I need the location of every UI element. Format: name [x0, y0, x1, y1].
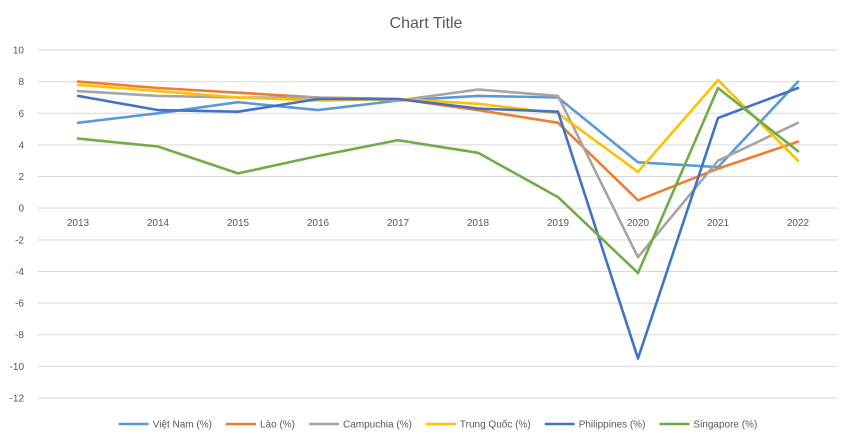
series-line-2	[76, 88, 800, 259]
series-line-5	[76, 86, 800, 275]
x-axis-tick-labels: 2013 2014 2015 2016 2017 2018 2019 2020 2021 2022	[67, 218, 810, 229]
y-tick-label: -10	[10, 362, 25, 373]
legend-label: Lào (%)	[260, 420, 295, 431]
y-tick-label: 8	[18, 77, 24, 88]
x-tick-label: 2020	[627, 218, 650, 229]
x-tick-label: 2022	[787, 218, 810, 229]
legend-item: Lào (%)	[226, 420, 295, 431]
x-tick-label: 2015	[227, 218, 250, 229]
legend-item: Singapore (%)	[659, 420, 757, 431]
chart-title: Chart Title	[390, 15, 463, 32]
legend-label: Singapore (%)	[693, 420, 757, 431]
y-tick-label: -6	[15, 299, 24, 310]
x-tick-label: 2013	[67, 218, 90, 229]
y-tick-label: -8	[15, 330, 24, 341]
y-tick-label: -12	[10, 394, 25, 405]
y-tick-label: -2	[15, 235, 24, 246]
x-tick-label: 2018	[467, 218, 490, 229]
legend-label: Campuchia (%)	[343, 420, 412, 431]
legend-item: Việt Nam (%)	[118, 420, 212, 431]
y-tick-label: -4	[15, 267, 24, 278]
y-tick-label: 2	[18, 172, 24, 183]
series-line-4	[76, 86, 800, 360]
series-line-0	[76, 80, 800, 169]
legend-item: Campuchia (%)	[309, 420, 412, 431]
legend-item: Trung Quốc (%)	[425, 419, 531, 431]
legend-label: Philippines (%)	[579, 420, 646, 431]
y-tick-label: 4	[18, 140, 24, 151]
legend-item: Philippines (%)	[544, 420, 646, 431]
legend-label: Trung Quốc (%)	[460, 419, 531, 431]
legend: Việt Nam (%) Lào (%) Campuchia (%) Trung Qu…	[118, 419, 757, 431]
x-tick-label: 2014	[147, 218, 170, 229]
gridlines	[38, 49, 838, 399]
series-line-3	[76, 78, 800, 174]
y-axis-tick-labels: 10 8 6 4 2 0 -2 -4 -6 -8 -10 -12	[10, 46, 25, 405]
y-tick-label: 10	[13, 46, 25, 57]
x-tick-label: 2019	[547, 218, 570, 229]
series-lines	[76, 78, 800, 360]
x-tick-label: 2016	[307, 218, 330, 229]
y-tick-label: 0	[18, 204, 24, 215]
x-tick-label: 2017	[387, 218, 410, 229]
legend-label: Việt Nam (%)	[153, 420, 212, 431]
x-tick-label: 2021	[707, 218, 730, 229]
y-tick-label: 6	[18, 109, 24, 120]
